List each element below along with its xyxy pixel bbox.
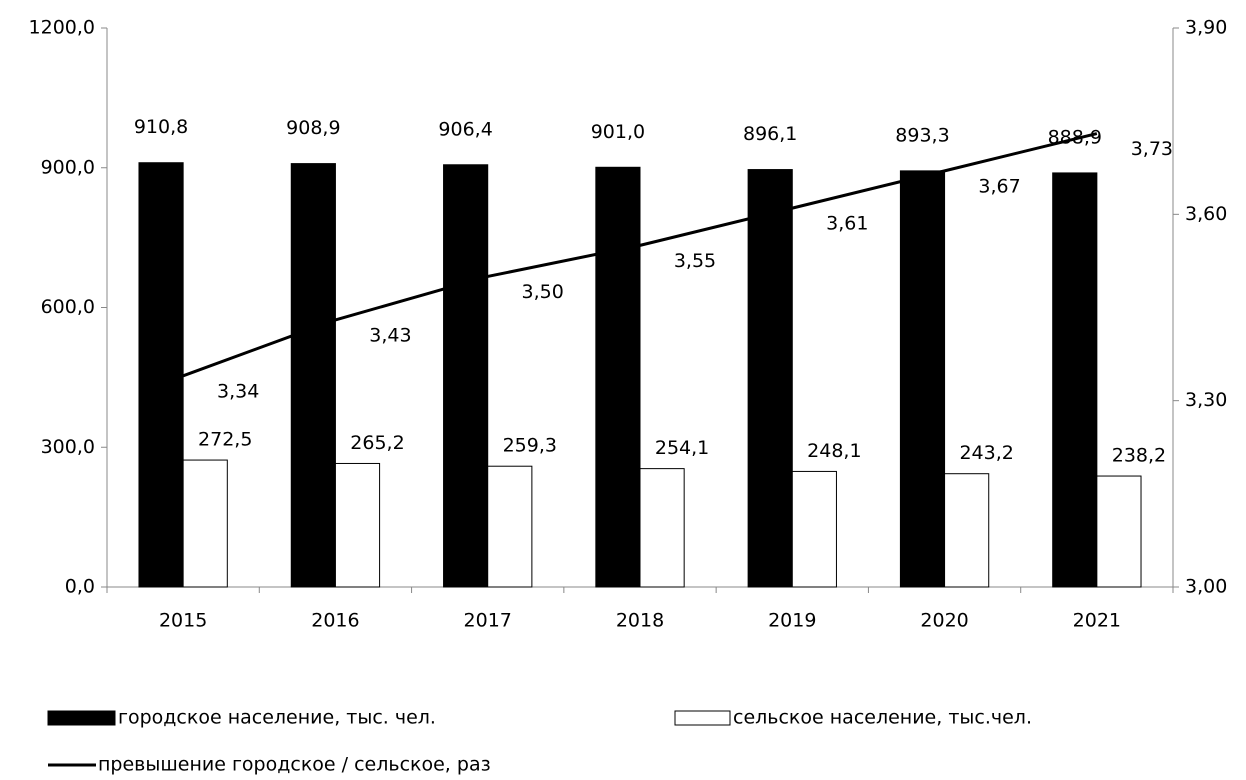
y-tick-label: 1200,0 (29, 17, 95, 39)
x-tick-label: 2017 (464, 610, 512, 632)
bar (1096, 475, 1142, 588)
bar (290, 163, 336, 588)
data-label: 3,55 (674, 250, 716, 272)
data-label: 3,34 (217, 380, 259, 402)
y2-tick-label: 3,90 (1185, 17, 1227, 39)
bar (791, 470, 837, 588)
bar (182, 459, 228, 588)
data-label: 3,67 (978, 175, 1020, 197)
x-tick-label: 2016 (311, 610, 359, 632)
bar (639, 468, 685, 588)
x-tick-label: 2018 (616, 610, 664, 632)
data-label: 3,43 (369, 324, 411, 346)
legend-label: превышение городское / сельское, раз (98, 754, 491, 776)
y-tick-label: 600,0 (41, 296, 95, 318)
bar (487, 465, 533, 588)
data-label: 3,50 (522, 281, 564, 303)
bar (899, 170, 946, 588)
data-label: 896,1 (743, 123, 797, 145)
data-label: 265,2 (350, 432, 404, 454)
x-tick-label: 2020 (920, 610, 968, 632)
y2-tick-label: 3,60 (1185, 203, 1227, 225)
line (182, 132, 1098, 378)
bar (595, 166, 641, 588)
bar (747, 169, 793, 588)
legend-swatch (47, 710, 116, 726)
data-label: 908,9 (286, 117, 340, 139)
data-label: 238,2 (1112, 445, 1166, 467)
data-label: 3,61 (826, 213, 868, 235)
y2-tick-label: 3,30 (1185, 389, 1227, 411)
data-label: 272,5 (198, 429, 252, 451)
data-label: 3,73 (1131, 138, 1173, 160)
bar (138, 162, 184, 588)
data-label: 901,0 (591, 121, 645, 143)
y-tick-label: 0,0 (65, 576, 95, 598)
data-label: 248,1 (807, 440, 861, 462)
data-label: 243,2 (959, 442, 1013, 464)
bar (944, 473, 990, 588)
data-label: 910,8 (134, 116, 188, 138)
legend-label: городское население, тыс. чел. (118, 707, 436, 729)
legend-label: сельское население, тыс.чел. (733, 707, 1032, 729)
data-label: 254,1 (655, 437, 709, 459)
y-tick-label: 300,0 (41, 436, 95, 458)
bar (1052, 172, 1098, 588)
x-tick-label: 2019 (768, 610, 816, 632)
x-tick-label: 2021 (1073, 610, 1121, 632)
y-tick-label: 900,0 (41, 156, 95, 178)
x-tick-label: 2015 (159, 610, 207, 632)
data-label: 893,3 (895, 124, 949, 146)
bar (443, 164, 489, 588)
bar (334, 462, 381, 588)
data-label: 259,3 (503, 435, 557, 457)
y2-tick-label: 3,00 (1185, 576, 1227, 598)
data-label: 906,4 (438, 118, 492, 140)
legend-swatch (674, 710, 731, 726)
